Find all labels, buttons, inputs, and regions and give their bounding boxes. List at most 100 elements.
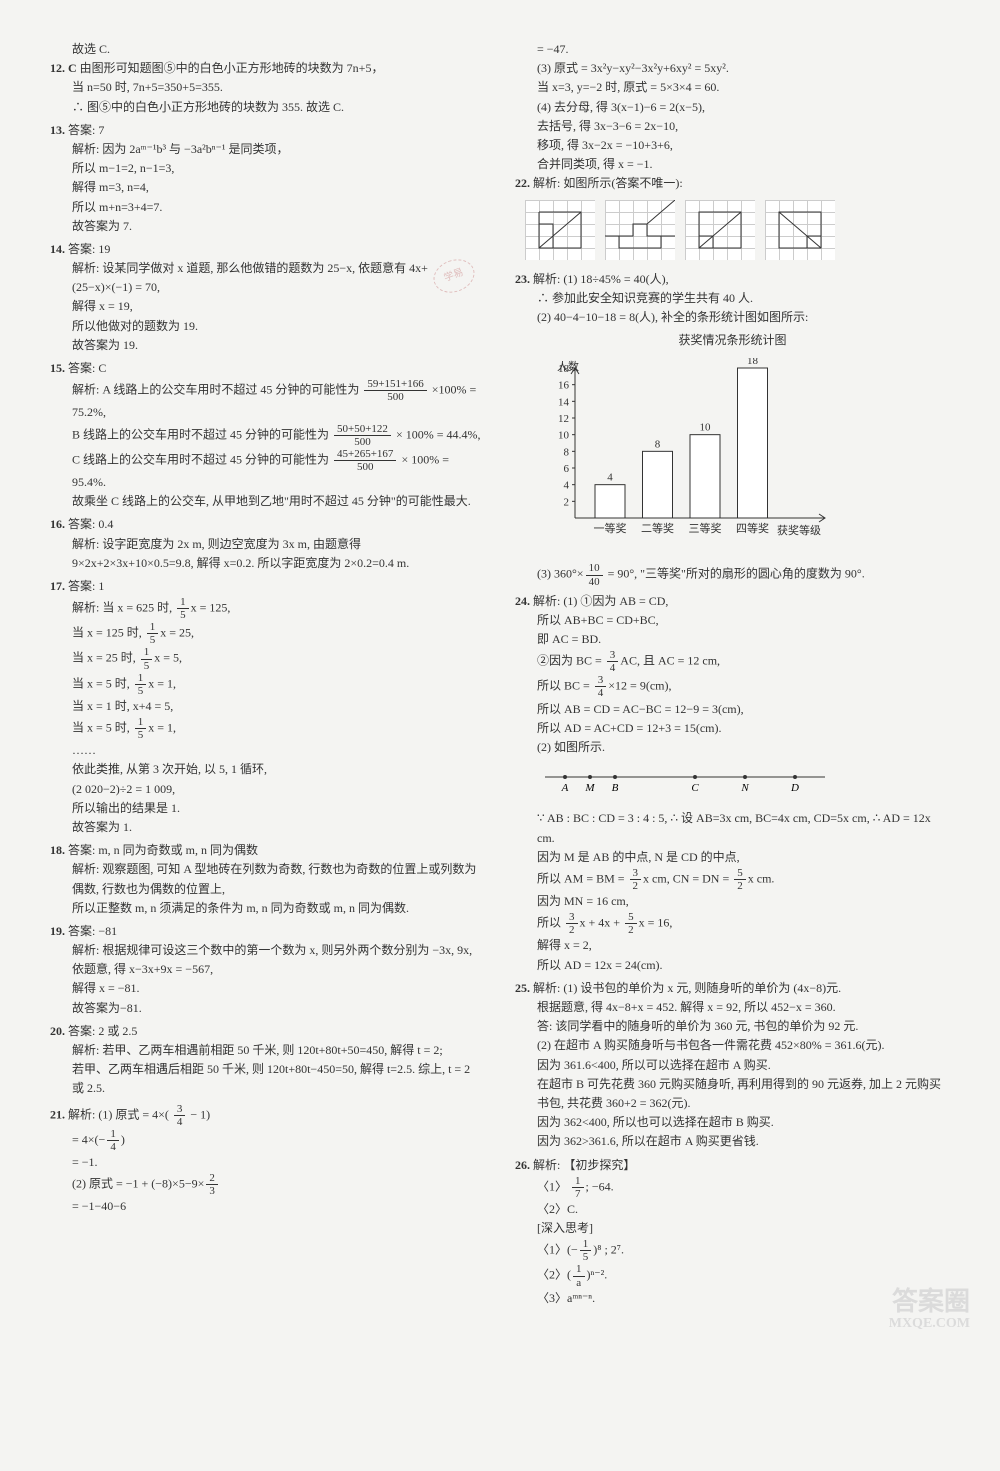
line: 所以 32x + 4x + 52x = 16, <box>515 911 950 936</box>
svg-text:三等奖: 三等奖 <box>689 521 722 535</box>
line: 所以 m−1=2, n−1=3, <box>50 159 485 178</box>
q-num: 21. <box>50 1107 65 1121</box>
q-ans: C <box>68 61 77 75</box>
q-num: 14. <box>50 242 65 256</box>
q21: 21. 解析: (1) 原式 = 4×( 34 − 1) = 4×(−14) =… <box>50 1103 485 1217</box>
line: 解析: 当 x = 625 时, 15x = 125, <box>50 596 485 621</box>
fraction: 59+151+166500 <box>364 378 426 403</box>
svg-text:8: 8 <box>655 439 661 451</box>
line: …… <box>50 741 485 760</box>
line: (2) 40−4−10−18 = 8(人), 补全的条形统计图如图所示: <box>515 308 950 327</box>
line: 若甲、乙两车相遇后相距 50 千米, 则 120t+80t−450=50, 解得… <box>50 1060 485 1098</box>
line: = −47. <box>515 40 950 59</box>
fraction: 50+50+122500 <box>334 423 391 448</box>
t: × 100% = 44.4%, <box>396 427 481 441</box>
line: 因为 MN = 16 cm, <box>515 892 950 911</box>
q-num: 22. <box>515 176 530 190</box>
svg-text:4: 4 <box>564 480 570 492</box>
line: 解得 x = −81. <box>50 979 485 998</box>
line: 解得 x = 19, <box>50 297 485 316</box>
q-num: 26. <box>515 1158 530 1172</box>
watermark-url: MXQE.COM <box>889 1316 970 1331</box>
q-num: 25. <box>515 981 530 995</box>
figure <box>765 200 835 260</box>
svg-text:M: M <box>584 782 595 794</box>
line: 解析: A 线路上的公交车用时不超过 45 分钟的可能性为 59+151+166… <box>50 378 485 422</box>
q-ans: 答案: 1 <box>68 579 104 593</box>
line: 所以 AB = CD = AC−BC = 12−9 = 3(cm), <box>515 700 950 719</box>
line: 〈3〉aᵐⁿ⁻ⁿ. <box>515 1289 950 1308</box>
line: 所以 AD = 12x = 24(cm). <box>515 956 950 975</box>
svg-text:人数: 人数 <box>557 360 579 373</box>
q16: 16. 答案: 0.4 解析: 设字距宽度为 2x m, 则边空宽度为 3x m… <box>50 515 485 573</box>
bar-chart: 24681012141618人数获奖等级4一等奖8二等奖10三等奖18四等奖 <box>535 358 835 554</box>
line: 解析: 如图所示(答案不唯一): <box>533 176 683 190</box>
svg-text:14: 14 <box>558 397 570 409</box>
line: 所以正整数 m, n 须满足的条件为 m, n 同为奇数或 m, n 同为偶数. <box>50 899 485 918</box>
q-num: 15. <box>50 361 65 375</box>
q-num: 23. <box>515 272 530 286</box>
line: (3) 原式 = 3x²y−xy²−3x²y+6xy² = 5xy². <box>515 59 950 78</box>
t: − 1) <box>190 1107 210 1121</box>
svg-text:12: 12 <box>558 413 569 425</box>
line: 依题意, 得 x−3x+9x = −567, <box>50 960 485 979</box>
line: 故答案为−81. <box>50 999 485 1018</box>
line: 〈1〉 17; −64. <box>515 1175 950 1200</box>
line: 解析: (1) ①因为 AB = CD, <box>533 594 668 608</box>
figure <box>605 200 675 260</box>
svg-text:2: 2 <box>564 497 570 509</box>
line: = 4×(−14) <box>50 1128 485 1153</box>
q13: 13. 答案: 7 解析: 因为 2aᵐ⁻¹b³ 与 −3a²bⁿ⁻¹ 是同类项… <box>50 121 485 236</box>
line: 合并同类项, 得 x = −1. <box>515 155 950 174</box>
line: 当 x = 5 时, 15x = 1, <box>50 716 485 741</box>
svg-text:二等奖: 二等奖 <box>641 521 674 535</box>
line: 解得 x = 2, <box>515 936 950 955</box>
line: ∴ 参加此安全知识竞赛的学生共有 40 人. <box>515 289 950 308</box>
line: 解析: (1) 18÷45% = 40(人), <box>533 272 669 286</box>
line: 因为 M 是 AB 的中点, N 是 CD 的中点, <box>515 848 950 867</box>
line: (2) 在超市 A 购买随身听与书包各一件需花费 452×80% = 361.6… <box>515 1036 950 1055</box>
q19: 19. 答案: −81 解析: 根据规律可设这三个数中的第一个数为 x, 则另外… <box>50 922 485 1018</box>
line: 〈2〉C. <box>515 1200 950 1219</box>
line: 因为 362<400, 所以也可以选择在超市 B 购买. <box>515 1113 950 1132</box>
svg-text:四等奖: 四等奖 <box>736 521 769 535</box>
svg-text:16: 16 <box>558 380 570 392</box>
q-num: 12. <box>50 61 65 75</box>
figure <box>525 200 595 260</box>
svg-text:B: B <box>612 782 619 794</box>
t: B 线路上的公交车用时不超过 45 分钟的可能性为 <box>72 427 329 441</box>
q12: 12. C 由图形可知题图⑤中的白色小正方形地砖的块数为 7n+5， 当 n=5… <box>50 59 485 117</box>
q-ans: 答案: C <box>68 361 106 375</box>
line: 解析: 因为 2aᵐ⁻¹b³ 与 −3a²bⁿ⁻¹ 是同类项， <box>50 140 485 159</box>
q15: 15. 答案: C 解析: A 线路上的公交车用时不超过 45 分钟的可能性为 … <box>50 359 485 511</box>
figure <box>685 200 755 260</box>
svg-text:D: D <box>790 782 799 794</box>
svg-text:10: 10 <box>700 422 712 434</box>
line: 即 AC = BD. <box>515 630 950 649</box>
svg-text:获奖等级: 获奖等级 <box>777 523 821 537</box>
grid-figures <box>525 200 950 260</box>
line: 〈1〉(−15)⁸ ; 2⁷. <box>515 1238 950 1263</box>
line: B 线路上的公交车用时不超过 45 分钟的可能性为 50+50+122500 ×… <box>50 423 485 448</box>
q-num: 18. <box>50 843 65 857</box>
svg-text:6: 6 <box>564 463 570 475</box>
text: 故选 C. <box>50 40 485 59</box>
line: 因为 362>361.6, 所以在超市 A 购买更省钱. <box>515 1132 950 1151</box>
q25: 25. 解析: (1) 设书包的单价为 x 元, 则随身听的单价为 (4x−8)… <box>515 979 950 1152</box>
svg-text:一等奖: 一等奖 <box>594 521 627 535</box>
svg-text:18: 18 <box>747 358 759 367</box>
line: ②因为 BC = 34AC, 且 AC = 12 cm, <box>515 649 950 674</box>
line: 所以 AM = BM = 32x cm, CN = DN = 52x cm. <box>515 867 950 892</box>
line: 解析: 设某同学做对 x 道题, 那么他做错的题数为 25−x, 依题意有 4x… <box>50 259 485 297</box>
q-ans: 答案: 0.4 <box>68 517 113 531</box>
fraction: 34 <box>174 1103 186 1128</box>
line: 解析: 观察题图, 可知 A 型地砖在列数为奇数, 行数也为奇数的位置上或列数为… <box>50 860 485 898</box>
q23: 23. 解析: (1) 18÷45% = 40(人), ∴ 参加此安全知识竞赛的… <box>515 270 950 588</box>
line: 所以 BC = 34×12 = 9(cm), <box>515 674 950 699</box>
line: 故乘坐 C 线路上的公交车, 从甲地到乙地"用时不超过 45 分钟"的可能性最大… <box>50 492 485 511</box>
line: 解析: (1) 设书包的单价为 x 元, 则随身听的单价为 (4x−8)元. <box>533 981 841 995</box>
q-ans: 答案: 19 <box>68 242 110 256</box>
q-num: 19. <box>50 924 65 938</box>
svg-text:C: C <box>691 782 699 794</box>
line: 所以输出的结果是 1. <box>50 799 485 818</box>
